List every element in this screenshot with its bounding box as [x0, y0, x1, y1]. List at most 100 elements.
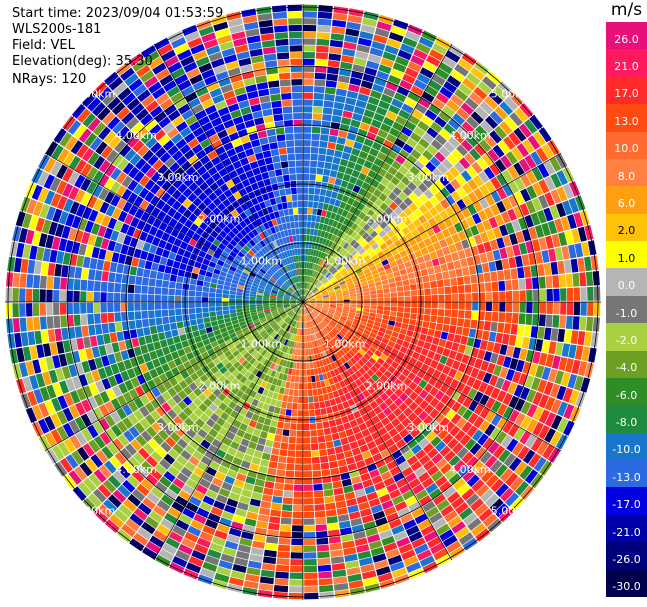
velocity-gate: [73, 302, 80, 314]
velocity-gate: [154, 294, 161, 302]
velocity-gate: [330, 33, 345, 41]
velocity-gate: [98, 504, 113, 518]
velocity-gate: [555, 202, 567, 218]
velocity-gate: [220, 113, 232, 123]
velocity-gate: [355, 370, 363, 378]
velocity-gate: [236, 311, 244, 316]
velocity-gate: [306, 321, 309, 329]
velocity-gate: [394, 573, 410, 585]
velocity-gate: [272, 441, 281, 449]
velocity-gate: [466, 72, 481, 86]
velocity-gate: [87, 396, 98, 410]
velocity-gate: [236, 308, 243, 313]
velocity-gate: [349, 290, 356, 295]
velocity-gate: [107, 375, 118, 388]
velocity-gate: [292, 320, 296, 327]
velocity-gate: [393, 326, 401, 333]
velocity-gate: [309, 304, 316, 308]
velocity-gate: [348, 247, 355, 254]
velocity-gate: [346, 90, 359, 99]
velocity-gate: [307, 382, 313, 390]
velocity-gate: [246, 567, 261, 576]
velocity-gate: [439, 417, 450, 428]
velocity-gate: [187, 192, 198, 203]
velocity-gate: [300, 349, 303, 356]
velocity-gate: [328, 53, 342, 61]
velocity-gate: [140, 132, 153, 144]
velocity-gate: [251, 368, 259, 376]
velocity-gate: [337, 514, 350, 522]
velocity-gate: [136, 355, 145, 365]
velocity-gate: [273, 585, 289, 593]
velocity-gate: [559, 274, 567, 288]
velocity-gate: [401, 323, 409, 330]
velocity-gate: [440, 331, 449, 340]
velocity-gate: [168, 309, 175, 317]
velocity-gate: [224, 234, 233, 243]
velocity-gate: [255, 218, 263, 226]
velocity-gate: [303, 234, 307, 242]
velocity-gate: [259, 431, 268, 439]
velocity-gate: [245, 148, 255, 157]
velocity-gate: [189, 472, 202, 484]
velocity-gate: [317, 435, 326, 443]
velocity-gate: [195, 227, 205, 236]
velocity-gate: [355, 255, 363, 262]
velocity-gate: [281, 267, 286, 274]
velocity-gate: [383, 306, 391, 311]
velocity-gate: [103, 333, 111, 345]
velocity-gate: [508, 91, 524, 107]
velocity-gate: [484, 96, 499, 110]
velocity-gate: [265, 326, 272, 332]
velocity-gate: [303, 342, 306, 349]
velocity-gate: [229, 290, 237, 295]
velocity-gate: [153, 529, 168, 542]
velocity-gate: [49, 342, 58, 356]
velocity-gate: [384, 44, 399, 55]
velocity-gate: [343, 362, 351, 370]
velocity-gate: [176, 231, 186, 241]
velocity-gate: [279, 311, 286, 316]
velocity-gate: [354, 234, 362, 242]
velocity-gate: [491, 311, 499, 322]
velocity-gate: [388, 518, 402, 529]
velocity-gate: [222, 397, 232, 406]
velocity-gate: [262, 403, 270, 411]
velocity-gate: [359, 122, 370, 131]
velocity-gate: [269, 258, 275, 266]
velocity-gate: [372, 273, 380, 279]
velocity-gate: [500, 468, 514, 482]
velocity-gate: [584, 331, 592, 347]
velocity-gate: [119, 144, 132, 158]
velocity-gate: [541, 340, 550, 353]
velocity-gate: [225, 321, 233, 327]
velocity-gate: [156, 210, 167, 221]
velocity-gate: [330, 212, 337, 220]
velocity-gate: [74, 466, 88, 481]
velocity-gate: [451, 360, 461, 370]
velocity-gate: [440, 394, 451, 405]
velocity-gate: [431, 294, 438, 302]
velocity-gate: [350, 357, 357, 365]
velocity-gate: [373, 234, 382, 242]
velocity-gate: [232, 514, 246, 524]
velocity-gate: [430, 121, 443, 133]
velocity-gate: [133, 183, 144, 195]
velocity-gate: [303, 187, 309, 194]
velocity-gate: [303, 423, 310, 431]
velocity-gate: [58, 353, 68, 367]
velocity-gate: [476, 222, 486, 234]
velocity-gate: [462, 409, 473, 421]
velocity-gate: [296, 321, 299, 328]
velocity-gate: [112, 470, 126, 484]
velocity-gate: [322, 293, 329, 297]
velocity-gate: [148, 318, 156, 327]
velocity-gate: [322, 107, 333, 115]
velocity-gate: [233, 235, 241, 244]
velocity-gate: [413, 198, 424, 208]
velocity-gate: [200, 455, 212, 466]
velocity-gate: [154, 287, 162, 295]
velocity-gate: [190, 171, 201, 182]
velocity-gate: [223, 314, 231, 319]
velocity-gate: [294, 477, 303, 485]
